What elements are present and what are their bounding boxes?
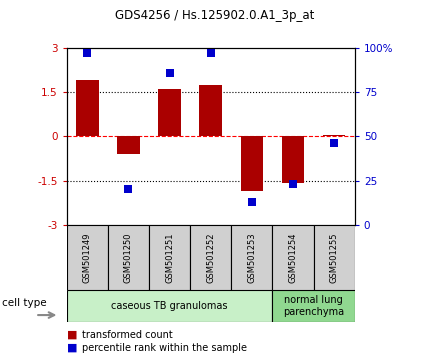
Point: [166, 70, 173, 75]
Bar: [149, 225, 190, 290]
Text: percentile rank within the sample: percentile rank within the sample: [82, 343, 247, 353]
Text: GSM501250: GSM501250: [124, 232, 133, 283]
Text: GSM501254: GSM501254: [289, 232, 298, 283]
Text: GSM501252: GSM501252: [206, 232, 215, 283]
Point: [331, 141, 338, 146]
Bar: [323, 135, 345, 136]
Bar: [282, 136, 304, 183]
Bar: [231, 225, 273, 290]
Text: normal lung
parenchyma: normal lung parenchyma: [283, 295, 344, 317]
Bar: [158, 89, 181, 136]
Text: GSM501255: GSM501255: [330, 232, 339, 283]
Point: [289, 181, 296, 187]
Text: ■: ■: [67, 330, 77, 339]
Bar: [200, 85, 222, 136]
Bar: [240, 136, 263, 191]
Point: [84, 50, 91, 56]
Text: GSM501249: GSM501249: [83, 232, 92, 283]
Point: [249, 199, 255, 205]
Text: GSM501251: GSM501251: [165, 232, 174, 283]
Text: cell type: cell type: [2, 298, 47, 308]
Text: GDS4256 / Hs.125902.0.A1_3p_at: GDS4256 / Hs.125902.0.A1_3p_at: [115, 9, 315, 22]
Bar: [273, 225, 313, 290]
Bar: [67, 225, 108, 290]
Bar: [108, 225, 149, 290]
Bar: [76, 80, 98, 136]
Point: [207, 50, 214, 56]
Bar: [273, 290, 355, 322]
Text: caseous TB granulomas: caseous TB granulomas: [111, 301, 228, 311]
Bar: [190, 225, 231, 290]
Text: ■: ■: [67, 343, 77, 353]
Point: [125, 187, 132, 192]
Bar: [67, 290, 273, 322]
Text: transformed count: transformed count: [82, 330, 172, 339]
Text: GSM501253: GSM501253: [247, 232, 256, 283]
Bar: [313, 225, 355, 290]
Bar: [117, 136, 140, 154]
